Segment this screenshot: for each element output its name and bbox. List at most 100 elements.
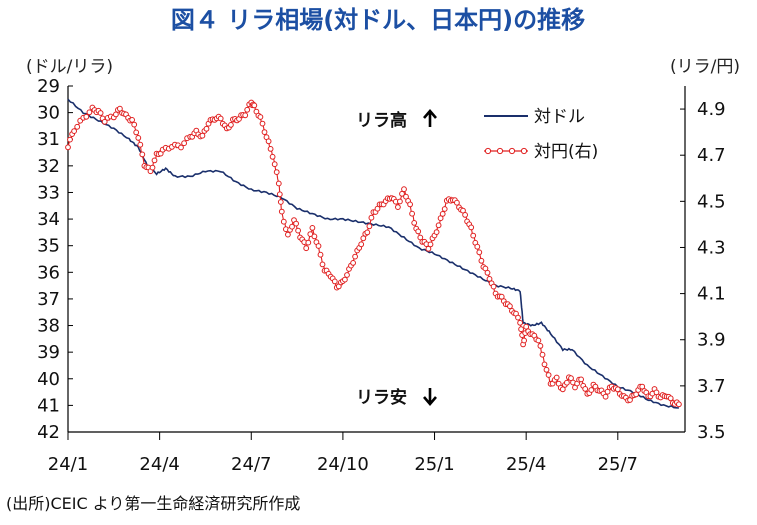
jpy-point: [259, 120, 266, 127]
jpy-point: [543, 366, 550, 373]
jpy-point: [309, 225, 316, 231]
jpy-point: [331, 278, 338, 285]
jpy-point: [427, 241, 434, 248]
right-tick-label: 4.3: [697, 237, 726, 258]
jpy-point: [395, 204, 401, 211]
right-tick-label: 4.7: [697, 145, 726, 166]
left-tick-label: 42: [37, 422, 60, 443]
jpy-point: [409, 210, 416, 217]
jpy-point: [131, 121, 138, 128]
legend-marker: [484, 147, 492, 155]
left-tick-label: 39: [37, 342, 60, 363]
jpy-point: [133, 129, 140, 136]
jpy-point: [278, 208, 285, 215]
annotation-high-text: リラ高: [356, 110, 407, 131]
jpy-point: [364, 229, 371, 236]
jpy-point: [407, 201, 414, 208]
jpy-point: [478, 257, 485, 264]
jpy-point: [149, 164, 156, 171]
jpy-point: [199, 132, 206, 139]
annotation-lira-low: リラ安: [356, 387, 437, 408]
jpy-point: [261, 129, 268, 136]
source-note: (出所)CEIC より第一生命経済研究所作成: [6, 494, 300, 513]
jpy-point: [135, 135, 142, 141]
series-line-usd: [67, 98, 679, 409]
jpy-point: [319, 261, 326, 268]
jpy-point: [273, 169, 280, 176]
jpy-point: [350, 260, 357, 266]
series-layer: [65, 98, 682, 409]
jpy-point: [344, 272, 350, 278]
right-tick-label: 3.5: [697, 422, 726, 443]
left-tick-label: 34: [37, 209, 60, 230]
jpy-point: [582, 386, 589, 392]
chart-title: 図４ リラ相場(対ドル、日本円)の推移: [171, 6, 585, 34]
jpy-point: [539, 351, 546, 358]
jpy-point: [139, 151, 146, 158]
jpy-point: [545, 372, 552, 378]
right-tick-label: 4.5: [697, 191, 726, 212]
jpy-point: [65, 144, 71, 151]
jpy-point: [518, 326, 524, 333]
jpy-point: [411, 220, 418, 226]
jpy-point: [178, 144, 184, 151]
x-tick-label: 25/1: [414, 454, 454, 475]
left-tick-label: 31: [37, 129, 60, 150]
jpy-point: [454, 199, 460, 206]
right-axis-unit: (リラ/円): [670, 57, 740, 77]
jpy-point: [280, 218, 287, 225]
jpy-point: [486, 276, 493, 282]
left-tick-label: 35: [37, 236, 60, 257]
jpy-point: [257, 114, 264, 120]
jpy-point: [83, 113, 90, 120]
jpy-point: [415, 228, 422, 235]
jpy-point: [74, 123, 81, 130]
jpy-point: [468, 224, 475, 231]
jpy-point: [293, 220, 300, 227]
jpy-point: [269, 153, 276, 160]
right-tick-label: 4.9: [697, 99, 726, 120]
left-tick-label: 29: [37, 76, 60, 97]
left-tick-label: 32: [37, 156, 60, 177]
jpy-point: [295, 227, 302, 234]
jpy-point: [401, 186, 407, 193]
x-tick-label: 25/4: [506, 454, 546, 475]
jpy-point: [537, 343, 544, 349]
jpy-point: [523, 323, 530, 330]
jpy-point: [484, 269, 491, 276]
jpy-point: [399, 190, 405, 197]
jpy-point: [101, 118, 108, 125]
jpy-point: [217, 115, 224, 122]
jpy-point: [303, 245, 310, 252]
jpy-point: [470, 232, 477, 239]
jpy-point: [285, 231, 291, 238]
jpy-point: [553, 374, 560, 381]
jpy-point: [462, 212, 469, 218]
jpy-point: [476, 249, 483, 256]
jpy-point: [535, 337, 542, 344]
jpy-point: [521, 337, 527, 344]
jpy-point: [435, 222, 442, 229]
left-tick-label: 38: [37, 316, 60, 337]
left-tick-label: 36: [37, 262, 60, 283]
jpy-point: [517, 319, 523, 326]
jpy-point: [368, 214, 375, 221]
jpy-point: [137, 141, 144, 148]
jpy-point: [251, 102, 258, 109]
arrow-down-icon: [423, 388, 437, 406]
x-tick-label: 25/7: [598, 454, 638, 475]
legend-marker: [496, 147, 504, 155]
jpy-point: [541, 361, 548, 368]
x-tick-label: 24/4: [139, 454, 179, 475]
left-tick-label: 37: [37, 289, 60, 310]
jpy-point: [352, 253, 359, 260]
axes: 29 30 31 32 33 34 35 36 37 38 39 40 41 42 4.9 4.7 4.5 4.3…: [37, 76, 726, 475]
jpy-point: [151, 157, 158, 164]
jpy-point: [490, 283, 497, 290]
jpy-point: [86, 109, 93, 116]
legend-marker: [508, 147, 516, 155]
jpy-point: [267, 146, 274, 152]
left-tick-label: 40: [37, 369, 60, 390]
